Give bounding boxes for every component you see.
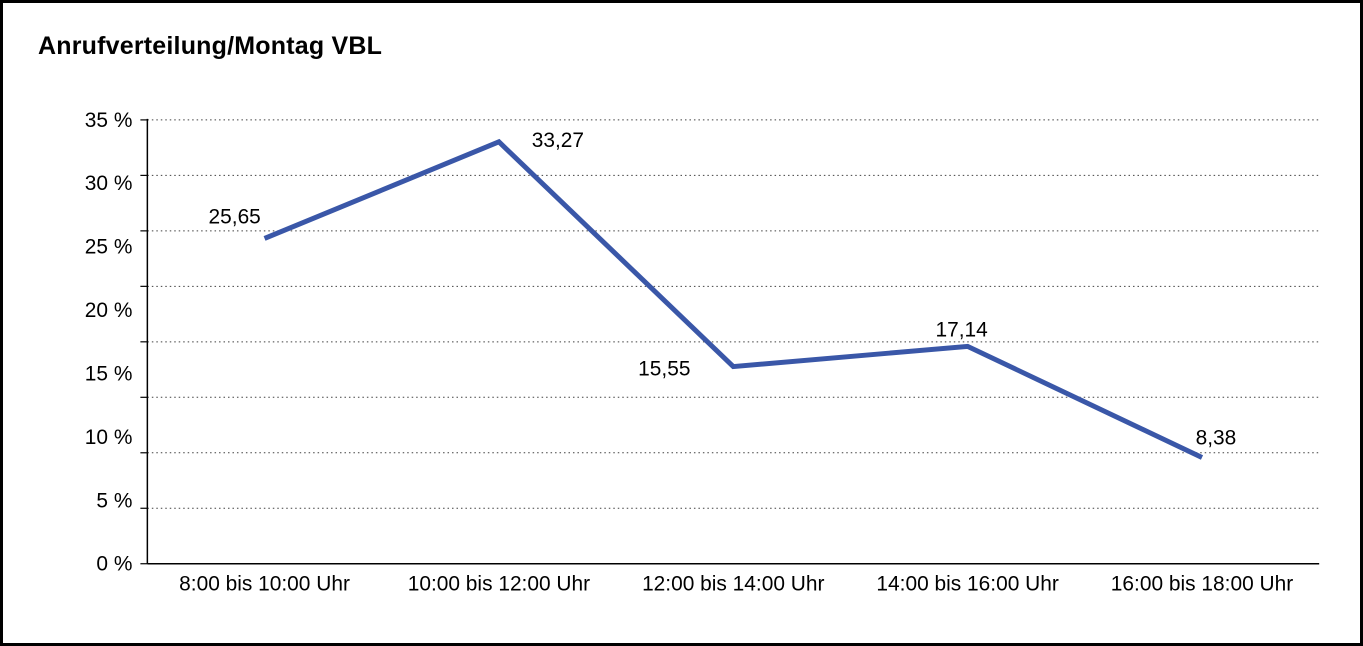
chart-title: Anrufverteilung/Montag VBL <box>38 32 383 60</box>
x-axis-category-label: 8:00 bis 10:00 Uhr <box>179 573 350 596</box>
y-axis-tick-label: 20 % <box>85 299 133 322</box>
y-axis-tick-label: 25 % <box>85 236 133 259</box>
line-chart: 0 % 5 % 10 % 15 % 20 % 25 % 30 % 35 % 8:00 bis 1… <box>85 109 1320 596</box>
x-axis-category-label: 12:00 bis 14:00 Uhr <box>642 573 824 596</box>
data-point-label: 17,14 <box>936 319 988 342</box>
data-point-label: 15,55 <box>638 358 690 381</box>
y-axis-tick-label: 0 % <box>96 553 132 576</box>
x-axis-category-label: 10:00 bis 12:00 Uhr <box>408 573 590 596</box>
y-axis-tick-label: 30 % <box>85 172 133 195</box>
data-line <box>263 138 1204 460</box>
data-point-label: 8,38 <box>1196 427 1237 450</box>
y-axis-tick-label: 10 % <box>85 426 133 449</box>
y-axis-tick-label: 35 % <box>85 109 133 132</box>
y-axis-tick-label: 15 % <box>85 363 133 386</box>
y-axis-tick-label: 5 % <box>96 489 132 512</box>
data-point-label: 33,27 <box>532 129 584 152</box>
x-axis-category-label: 14:00 bis 16:00 Uhr <box>876 573 1058 596</box>
data-point-label: 25,65 <box>209 206 261 229</box>
x-axis-category-label: 16:00 bis 18:00 Uhr <box>1111 573 1293 596</box>
